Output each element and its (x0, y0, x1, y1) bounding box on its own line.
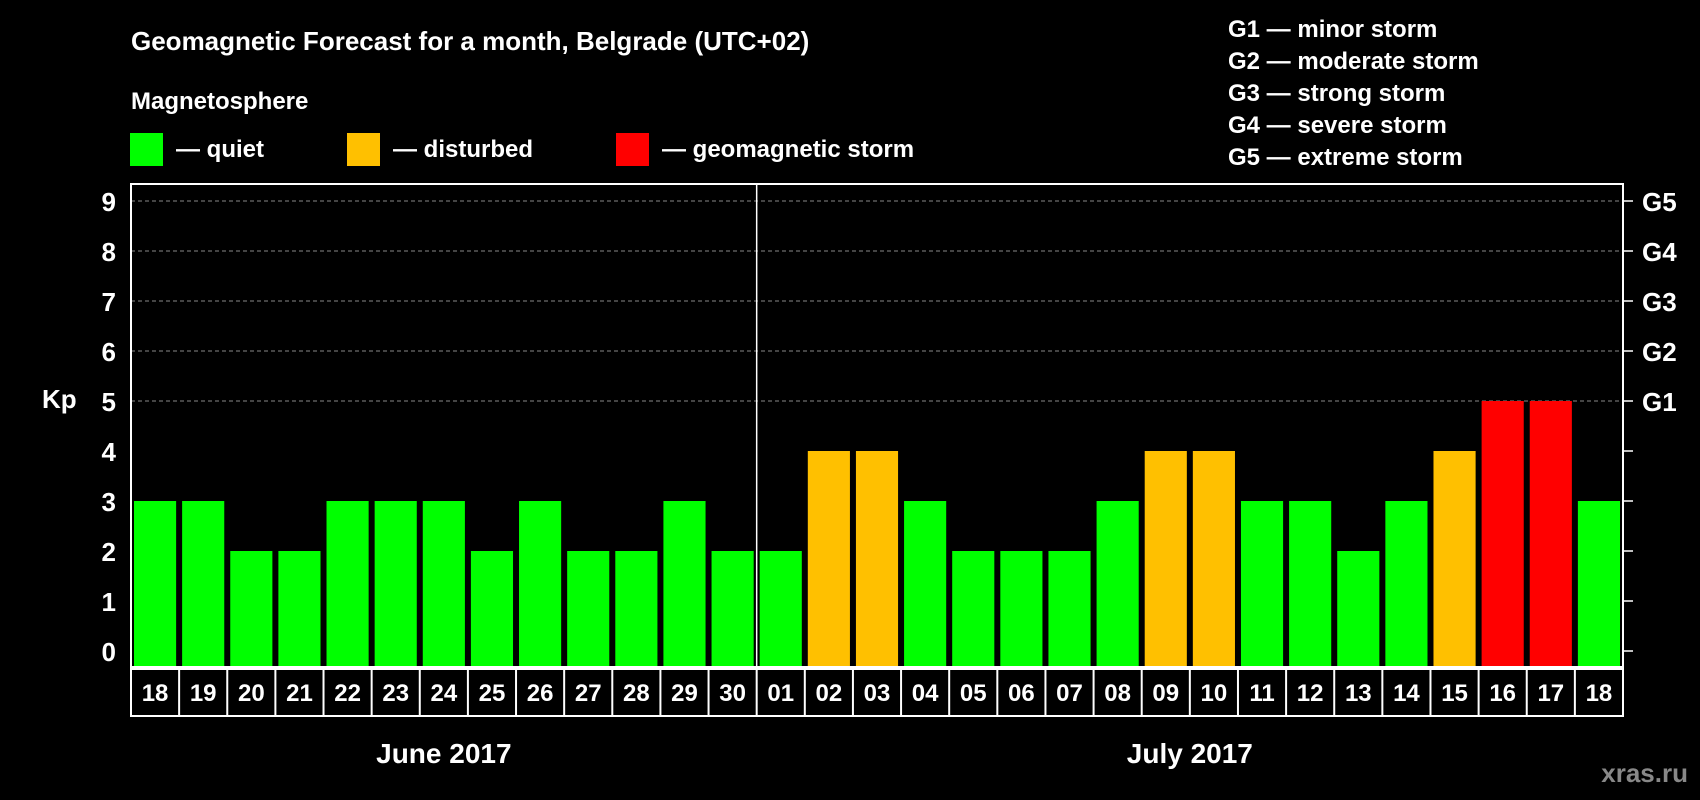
right-tick-label: G5 (1642, 187, 1677, 217)
y-tick-label: 5 (102, 387, 116, 417)
date-label: 29 (671, 680, 698, 707)
date-label: 24 (430, 680, 457, 707)
date-label: 17 (1537, 680, 1564, 707)
bar-01 (759, 551, 802, 667)
legend-swatch-1 (347, 133, 380, 166)
bar-18 (1577, 501, 1620, 667)
date-label: 18 (142, 680, 169, 707)
date-label: 26 (527, 680, 554, 707)
right-tick-label: G4 (1642, 237, 1677, 267)
date-label: 20 (238, 680, 265, 707)
legend-label-0: — quiet (176, 136, 264, 163)
bar-29 (663, 501, 706, 667)
date-label: 25 (479, 680, 506, 707)
y-axis-label: Kp (42, 384, 77, 414)
watermark: xras.ru (1601, 758, 1688, 788)
y-tick-label: 9 (102, 187, 116, 217)
date-label: 11 (1249, 680, 1274, 707)
date-label: 22 (334, 680, 361, 707)
bar-07 (1048, 551, 1091, 667)
date-label: 14 (1393, 680, 1420, 707)
y-tick-label: 6 (102, 337, 116, 367)
bar-28 (615, 551, 658, 667)
legend-title: Magnetosphere (131, 88, 308, 115)
date-label: 03 (864, 680, 891, 707)
legend-swatch-2 (616, 133, 649, 166)
chart-title: Geomagnetic Forecast for a month, Belgra… (131, 26, 809, 56)
month-label: July 2017 (1127, 738, 1253, 769)
bar-10 (1192, 451, 1235, 667)
date-label: 27 (575, 680, 602, 707)
bar-11 (1240, 501, 1284, 667)
date-label: 08 (1104, 680, 1131, 707)
bar-20 (230, 551, 273, 667)
bar-17 (1529, 401, 1572, 667)
bar-24 (422, 501, 465, 667)
bar-04 (904, 501, 947, 667)
legend-swatch-0 (130, 133, 163, 166)
bar-13 (1337, 551, 1380, 667)
scale-legend-item: G1 — minor storm (1228, 16, 1437, 43)
date-label: 12 (1297, 680, 1324, 707)
bar-12 (1289, 501, 1332, 667)
date-label: 28 (623, 680, 650, 707)
y-tick-label: 4 (102, 437, 117, 467)
date-label: 13 (1345, 680, 1372, 707)
date-label: 15 (1441, 680, 1468, 707)
bar-27 (567, 551, 610, 667)
date-label: 07 (1056, 680, 1083, 707)
bar-26 (519, 501, 562, 667)
right-tick-label: G3 (1642, 287, 1677, 317)
date-label: 16 (1489, 680, 1516, 707)
date-label: 10 (1201, 680, 1228, 707)
month-label: June 2017 (376, 738, 511, 769)
right-tick-label: G1 (1642, 387, 1677, 417)
y-tick-label: 3 (102, 487, 116, 517)
bar-23 (374, 501, 417, 667)
bar-22 (326, 501, 369, 667)
date-label: 18 (1586, 680, 1613, 707)
y-tick-label: 7 (102, 287, 116, 317)
legend-label-1: — disturbed (393, 136, 533, 163)
date-label: 19 (190, 680, 217, 707)
scale-legend-item: G5 — extreme storm (1228, 144, 1463, 171)
bar-19 (182, 501, 225, 667)
scale-legend-item: G4 — severe storm (1228, 112, 1447, 139)
legend-label-2: — geomagnetic storm (662, 136, 914, 163)
date-label: 02 (816, 680, 843, 707)
bar-30 (711, 551, 754, 667)
scale-legend-item: G2 — moderate storm (1228, 48, 1479, 75)
y-tick-label: 1 (102, 587, 116, 617)
bar-14 (1385, 501, 1428, 667)
scale-legend-item: G3 — strong storm (1228, 80, 1445, 107)
date-label: 04 (912, 680, 939, 707)
bar-16 (1481, 401, 1524, 667)
bar-09 (1144, 451, 1187, 667)
date-label: 09 (1152, 680, 1179, 707)
bar-25 (470, 551, 514, 667)
bar-15 (1433, 451, 1476, 667)
plot-frame (130, 183, 1624, 668)
date-row (130, 668, 1624, 717)
bar-21 (278, 551, 321, 667)
date-label: 05 (960, 680, 987, 707)
date-label: 21 (286, 680, 313, 707)
bar-08 (1096, 501, 1139, 667)
bar-18 (134, 501, 177, 667)
y-tick-label: 2 (102, 537, 116, 567)
bar-02 (807, 451, 850, 667)
date-label: 23 (382, 680, 409, 707)
right-tick-label: G2 (1642, 337, 1677, 367)
y-tick-label: 8 (102, 237, 116, 267)
date-label: 30 (719, 680, 746, 707)
date-label: 01 (767, 680, 794, 707)
date-label: 06 (1008, 680, 1035, 707)
bar-05 (952, 551, 995, 667)
bar-06 (1000, 551, 1043, 667)
bar-03 (855, 451, 899, 667)
y-tick-label: 0 (102, 637, 116, 667)
